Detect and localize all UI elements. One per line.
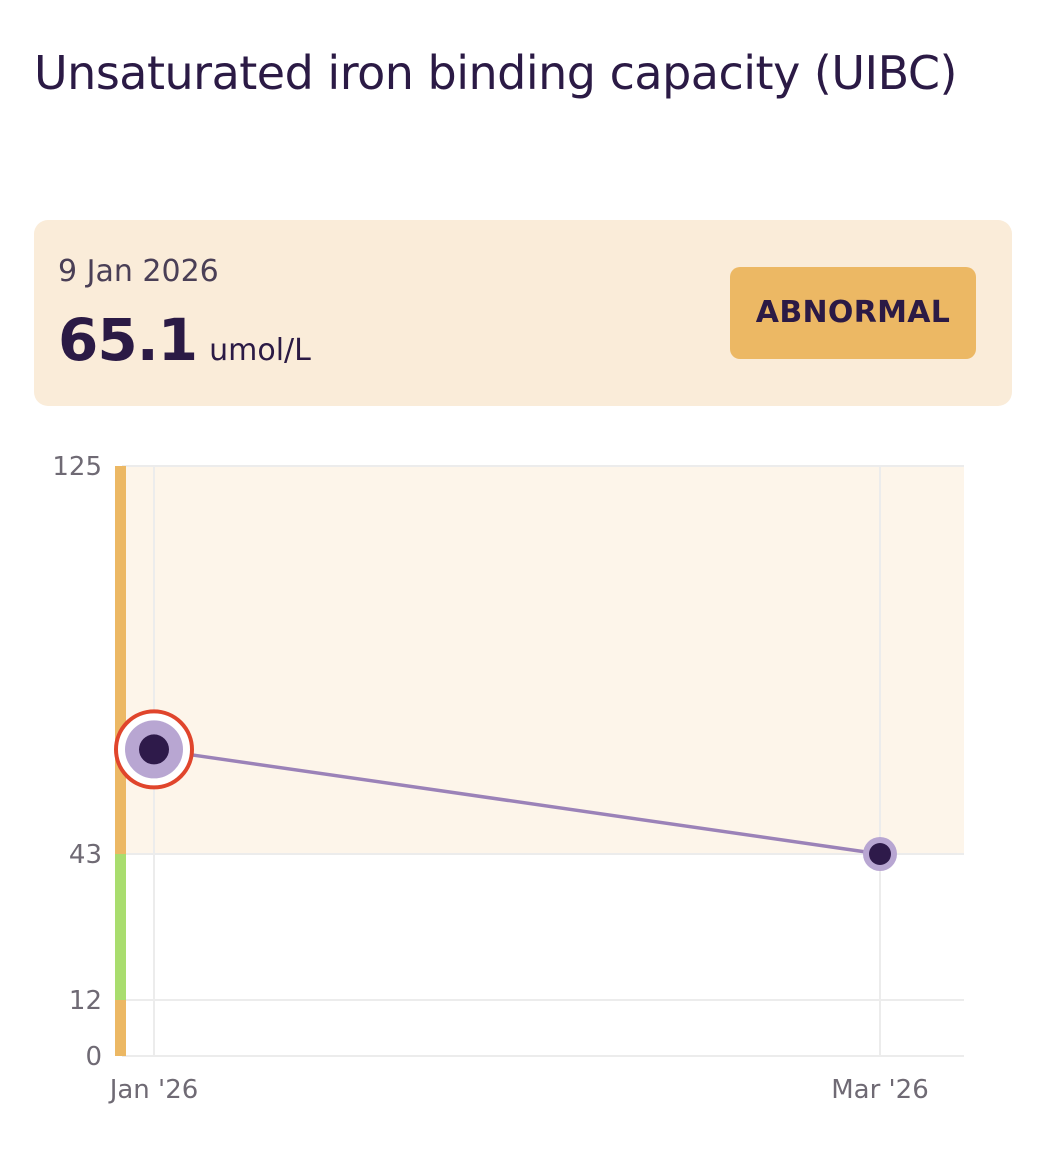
result-unit: umol/L [209,333,311,368]
x-tick-label-1: Mar '26 [831,1075,929,1105]
y-tick-label-0: 0 [85,1042,102,1072]
page-title: Unsaturated iron binding capacity (UIBC) [34,46,957,100]
data-point-1 [869,843,891,865]
abnormal-high-region [122,466,964,854]
result-date: 9 Jan 2026 [58,254,219,289]
result-value-row: 65.1 umol/L [58,306,311,374]
range-bar-normal [115,854,126,1000]
data-point-0 [139,734,169,765]
latest-result-card: 9 Jan 2026 65.1 umol/L ABNORMAL [34,220,1012,406]
y-tick-label-43: 43 [69,840,102,870]
result-value: 65.1 [58,306,198,374]
range-bar-high [115,466,126,854]
range-bar-low [115,1000,126,1056]
series-line [153,747,881,856]
trend-chart: 0 12 43 125 Jan '26 Mar '26 [52,452,964,1105]
status-badge: ABNORMAL [730,267,976,359]
y-tick-label-12: 12 [69,986,102,1016]
x-tick-label-0: Jan '26 [108,1075,199,1105]
y-tick-label-125: 125 [52,452,102,482]
